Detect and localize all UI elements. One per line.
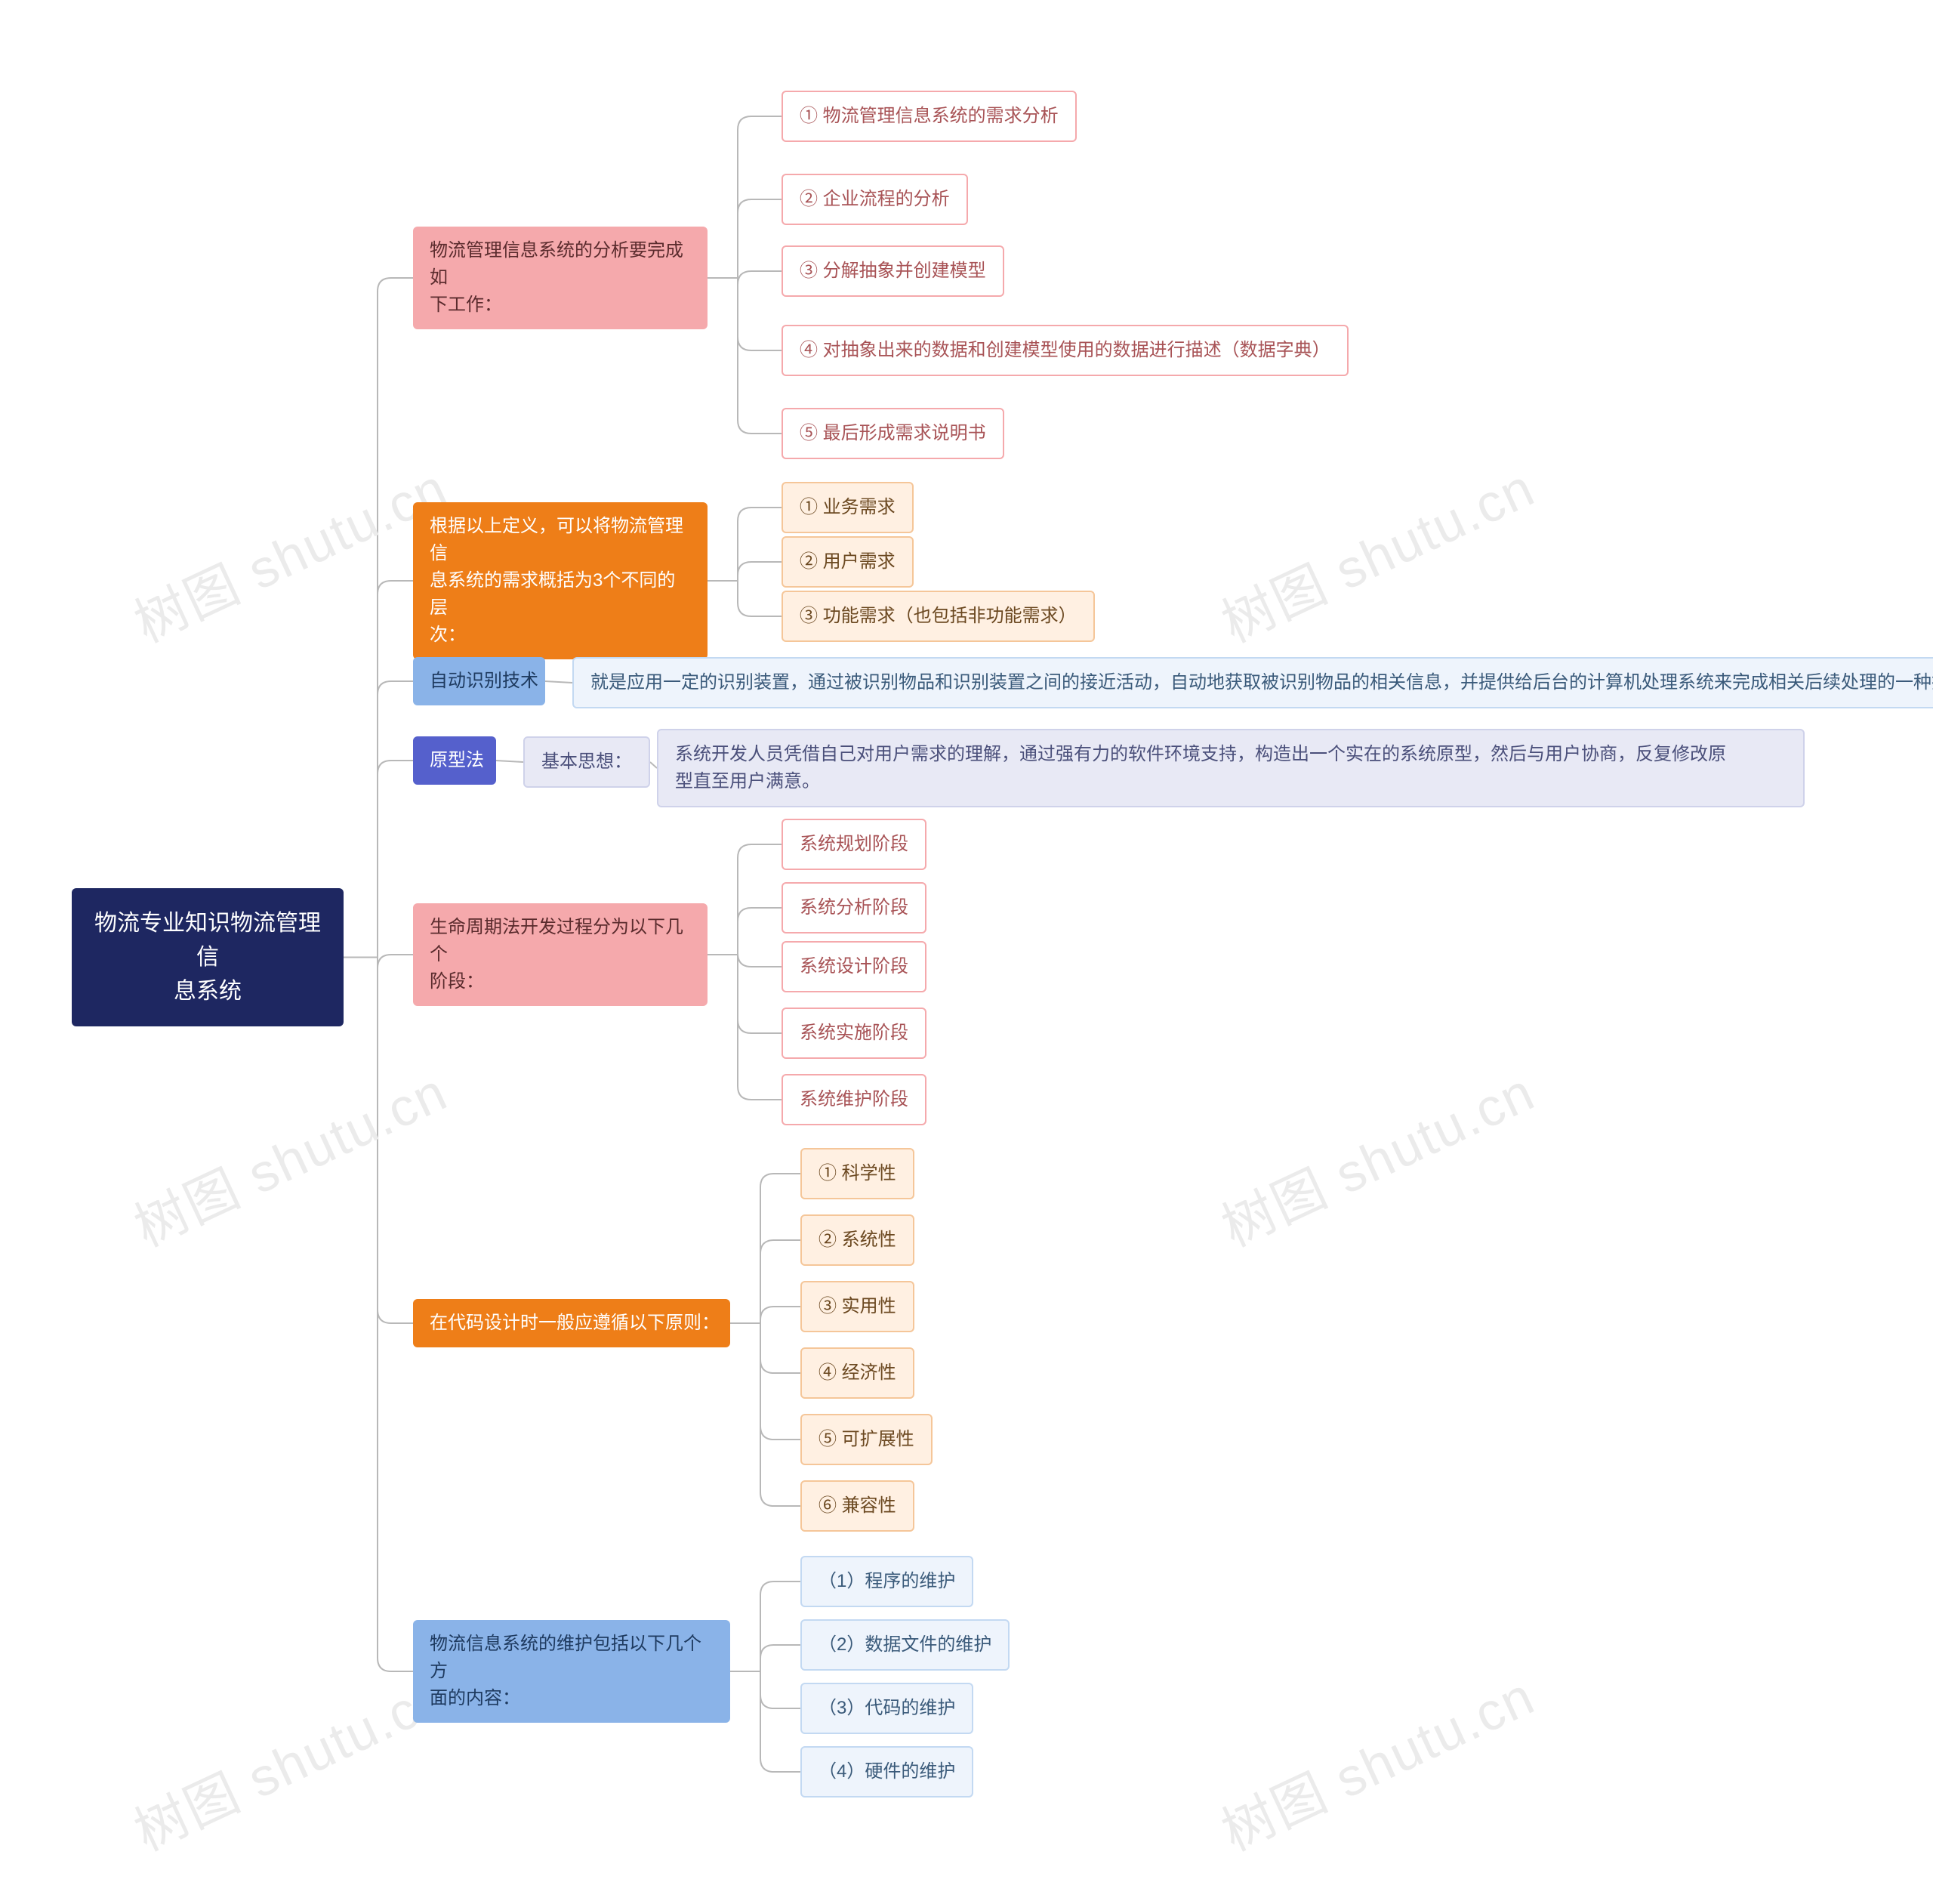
branch-3[interactable]: 自动识别技术 [413,657,545,705]
watermark: 树图 shutu.cn [1208,446,1546,657]
branch-6-leaf-6[interactable]: ⑥ 兼容性 [800,1480,914,1532]
branch-2[interactable]: 根据以上定义，可以将物流管理信息系统的需求概括为3个不同的层次： [413,502,708,659]
branch-3-desc[interactable]: 就是应用一定的识别装置，通过被识别物品和识别装置之间的接近活动，自动地获取被识别… [572,657,1933,708]
branch-5-leaf-1[interactable]: 系统规划阶段 [782,819,926,870]
branch-4[interactable]: 原型法 [413,736,496,785]
branch-7-leaf-1[interactable]: （1）程序的维护 [800,1556,973,1607]
branch-6-leaf-2[interactable]: ② 系统性 [800,1214,914,1266]
branch-1-leaf-1[interactable]: ① 物流管理信息系统的需求分析 [782,91,1077,142]
watermark: 树图 shutu.cn [121,446,458,657]
branch-1-leaf-3[interactable]: ③ 分解抽象并创建模型 [782,245,1004,297]
branch-2-leaf-3[interactable]: ③ 功能需求（也包括非功能需求） [782,591,1095,642]
branch-5[interactable]: 生命周期法开发过程分为以下几个阶段： [413,903,708,1006]
branch-7[interactable]: 物流信息系统的维护包括以下几个方面的内容： [413,1620,730,1723]
branch-5-leaf-2[interactable]: 系统分析阶段 [782,882,926,933]
branch-6-leaf-4[interactable]: ④ 经济性 [800,1347,914,1399]
branch-4-mid[interactable]: 基本思想： [523,736,650,788]
branch-6-leaf-1[interactable]: ① 科学性 [800,1148,914,1199]
branch-6-leaf-3[interactable]: ③ 实用性 [800,1281,914,1332]
branch-2-leaf-2[interactable]: ② 用户需求 [782,536,914,588]
branch-7-leaf-4[interactable]: （4）硬件的维护 [800,1746,973,1798]
branch-1-leaf-5[interactable]: ⑤ 最后形成需求说明书 [782,408,1004,459]
watermark: 树图 shutu.cn [121,1654,458,1865]
branch-2-leaf-1[interactable]: ① 业务需求 [782,482,914,533]
branch-5-leaf-3[interactable]: 系统设计阶段 [782,941,926,992]
branch-1[interactable]: 物流管理信息系统的分析要完成如下工作： [413,227,708,329]
watermark: 树图 shutu.cn [121,1050,458,1261]
watermark: 树图 shutu.cn [1208,1654,1546,1865]
watermark: 树图 shutu.cn [1208,1050,1546,1261]
branch-1-leaf-4[interactable]: ④ 对抽象出来的数据和创建模型使用的数据进行描述（数据字典） [782,325,1349,376]
branch-4-desc[interactable]: 系统开发人员凭借自己对用户需求的理解，通过强有力的软件环境支持，构造出一个实在的… [657,729,1805,807]
branch-6-leaf-5[interactable]: ⑤ 可扩展性 [800,1414,933,1465]
branch-7-leaf-2[interactable]: （2）数据文件的维护 [800,1619,1010,1671]
branch-5-leaf-5[interactable]: 系统维护阶段 [782,1074,926,1125]
branch-7-leaf-3[interactable]: （3）代码的维护 [800,1683,973,1734]
branch-1-leaf-2[interactable]: ② 企业流程的分析 [782,174,968,225]
branch-5-leaf-4[interactable]: 系统实施阶段 [782,1008,926,1059]
root-node[interactable]: 物流专业知识物流管理信息系统 [72,888,344,1026]
branch-6[interactable]: 在代码设计时一般应遵循以下原则： [413,1299,730,1347]
